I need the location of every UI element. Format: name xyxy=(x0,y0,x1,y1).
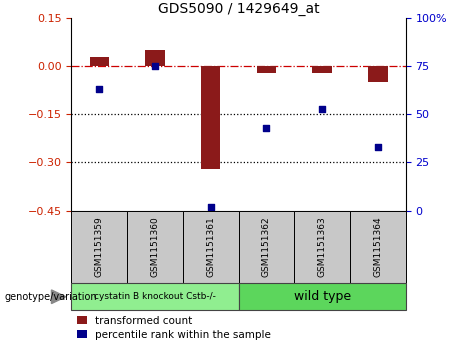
Text: GSM1151362: GSM1151362 xyxy=(262,216,271,277)
Point xyxy=(319,106,326,111)
Bar xyxy=(350,211,406,283)
Bar xyxy=(71,283,239,310)
Bar xyxy=(183,211,238,283)
Text: GSM1151360: GSM1151360 xyxy=(150,216,160,277)
Bar xyxy=(127,211,183,283)
Point xyxy=(95,86,103,92)
Title: GDS5090 / 1429649_at: GDS5090 / 1429649_at xyxy=(158,2,319,16)
Bar xyxy=(238,211,294,283)
Bar xyxy=(294,211,350,283)
Text: GSM1151361: GSM1151361 xyxy=(206,216,215,277)
Text: GSM1151359: GSM1151359 xyxy=(95,216,104,277)
Text: GSM1151363: GSM1151363 xyxy=(318,216,327,277)
Legend: transformed count, percentile rank within the sample: transformed count, percentile rank withi… xyxy=(77,315,271,340)
Bar xyxy=(145,50,165,66)
Bar xyxy=(71,211,127,283)
Text: cystatin B knockout Cstb-/-: cystatin B knockout Cstb-/- xyxy=(94,292,216,301)
Point xyxy=(207,204,214,209)
Bar xyxy=(238,283,406,310)
Bar xyxy=(368,66,388,82)
Bar xyxy=(201,66,220,169)
Text: wild type: wild type xyxy=(294,290,351,303)
Bar xyxy=(89,57,109,66)
Point xyxy=(374,144,382,150)
Text: GSM1151364: GSM1151364 xyxy=(373,216,382,277)
Text: genotype/variation: genotype/variation xyxy=(5,292,97,302)
Bar xyxy=(313,66,332,73)
Point xyxy=(151,64,159,69)
Point xyxy=(263,125,270,131)
Polygon shape xyxy=(52,290,66,303)
Bar xyxy=(257,66,276,73)
